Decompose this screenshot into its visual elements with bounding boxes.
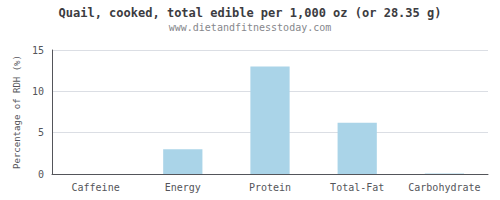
svg-text:0: 0: [38, 169, 44, 180]
svg-text:10: 10: [32, 86, 44, 97]
svg-text:15: 15: [32, 45, 44, 56]
svg-text:Carbohydrate: Carbohydrate: [408, 182, 480, 193]
svg-text:Caffeine: Caffeine: [72, 182, 120, 193]
svg-text:5: 5: [38, 127, 44, 138]
svg-text:Percentage of RDH (%): Percentage of RDH (%): [12, 55, 22, 169]
svg-text:Protein: Protein: [249, 182, 291, 193]
svg-text:www.dietandfitnesstoday.com: www.dietandfitnesstoday.com: [169, 22, 332, 33]
svg-text:Quail, cooked, total edible pe: Quail, cooked, total edible per 1,000 oz…: [59, 6, 442, 20]
svg-text:Energy: Energy: [165, 182, 201, 193]
svg-text:Total-Fat: Total-Fat: [330, 182, 384, 193]
